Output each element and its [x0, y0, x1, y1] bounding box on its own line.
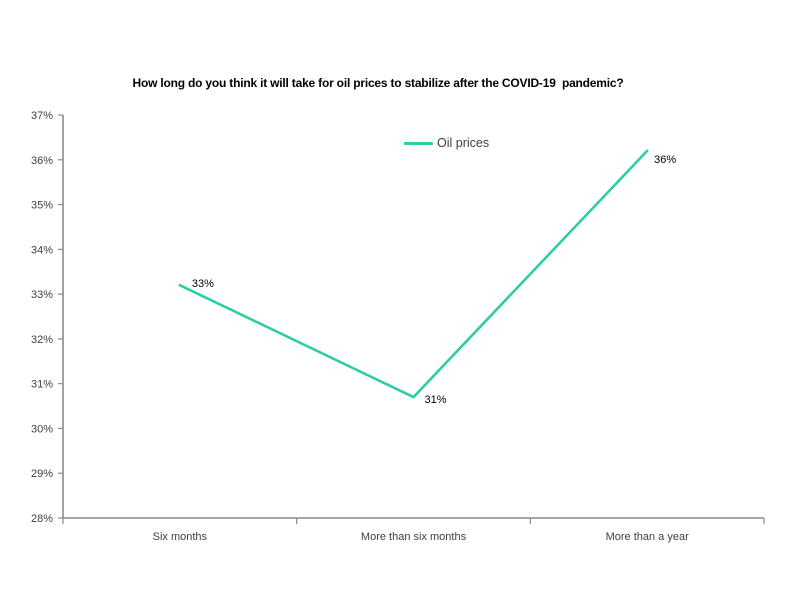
y-tick-label: 31% [31, 379, 53, 391]
legend-label: Oil prices [437, 136, 490, 150]
category-label: More than six months [361, 531, 467, 543]
data-point-label: 33% [192, 278, 214, 290]
data-point-label: 31% [425, 394, 447, 406]
y-tick-label: 36% [31, 155, 53, 167]
category-label: More than a year [606, 531, 689, 543]
legend-line-swatch [404, 141, 433, 145]
y-tick-label: 37% [31, 110, 53, 122]
y-tick-label: 28% [31, 513, 53, 525]
series-line [178, 149, 649, 399]
y-tick-label: 33% [31, 289, 53, 301]
y-tick-label: 35% [31, 200, 53, 212]
category-label: Six months [153, 531, 208, 543]
y-tick-label: 30% [31, 423, 53, 435]
legend: Oil prices [404, 136, 489, 150]
chart-title: How long do you think it will take for o… [132, 76, 624, 90]
y-tick-label: 29% [31, 468, 53, 480]
data-point-label: 36% [654, 154, 676, 166]
y-tick-label: 32% [31, 334, 53, 346]
y-tick-label: 34% [31, 244, 53, 256]
